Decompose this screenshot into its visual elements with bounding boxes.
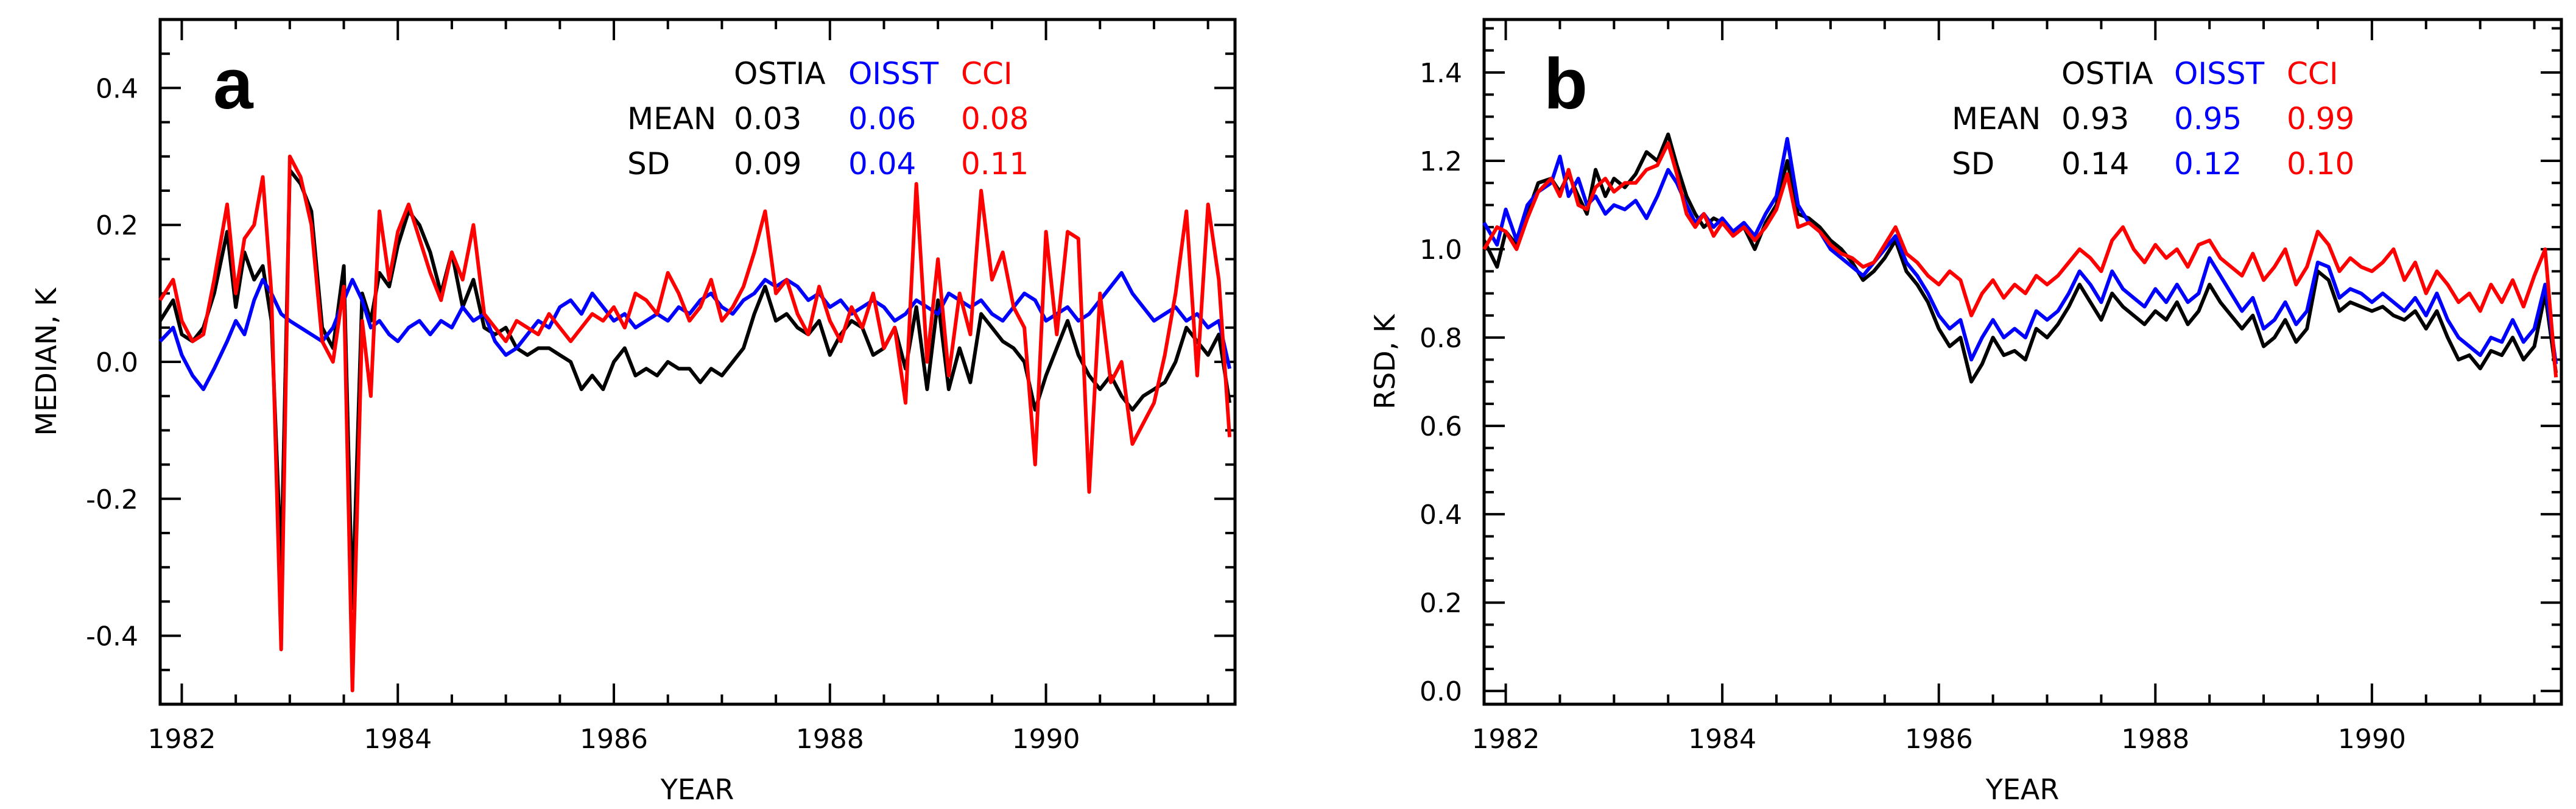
stats-mean-oisst: 0.95 bbox=[2174, 101, 2242, 136]
y-tick-label: 0.6 bbox=[1420, 411, 1462, 442]
axis-ticks bbox=[1484, 19, 2561, 704]
y-tick-label: 1.2 bbox=[1420, 146, 1462, 177]
y-tick-label: 1.0 bbox=[1420, 235, 1462, 266]
series-line-cci bbox=[158, 154, 1232, 693]
stats-header-oisst: OISST bbox=[2174, 56, 2265, 91]
stats-header-cci: CCI bbox=[2287, 56, 2338, 91]
stats-header-ostia: OSTIA bbox=[2061, 56, 2153, 91]
y-tick-label: 0.0 bbox=[1420, 676, 1462, 707]
x-axis-title: YEAR bbox=[660, 773, 734, 806]
x-tick-label: 1982 bbox=[1472, 724, 1540, 755]
stats-row-label-mean: MEAN bbox=[1952, 101, 2041, 136]
stats-legend: OSTIA OISST CCI MEAN 0.03 0.06 0.08 SD 0… bbox=[627, 56, 1029, 182]
panel-label: b bbox=[1544, 44, 1588, 124]
stats-mean-ostia: 0.93 bbox=[2061, 101, 2129, 136]
stats-mean-ostia: 0.03 bbox=[734, 101, 801, 136]
stats-mean-cci: 0.99 bbox=[2287, 101, 2354, 136]
x-tick-label: 1990 bbox=[2338, 724, 2406, 755]
x-tick-label: 1984 bbox=[364, 724, 432, 755]
y-axis-title: RSD, K bbox=[1368, 313, 1401, 409]
stats-header-ostia: OSTIA bbox=[734, 56, 826, 91]
panel-label: a bbox=[213, 44, 254, 124]
x-tick-label: 1986 bbox=[580, 724, 648, 755]
x-axis-title: YEAR bbox=[1985, 773, 2060, 806]
x-tick-label: 1990 bbox=[1012, 724, 1080, 755]
x-tick-label: 1988 bbox=[796, 724, 864, 755]
x-tick-label: 1988 bbox=[2121, 724, 2189, 755]
stats-sd-oisst: 0.04 bbox=[848, 146, 916, 182]
x-tick-label: 1986 bbox=[1905, 724, 1973, 755]
y-tick-label: 1.4 bbox=[1420, 58, 1462, 89]
y-tick-label: -0.4 bbox=[86, 621, 138, 652]
stats-sd-cci: 0.10 bbox=[2287, 146, 2354, 182]
stats-sd-oisst: 0.12 bbox=[2174, 146, 2242, 182]
x-tick-labels: 1982 1984 1986 1988 1990 bbox=[147, 724, 1080, 755]
panel-b: 1982 1984 1986 1988 1990 0.0 0.2 0.4 0.6… bbox=[1368, 18, 2563, 806]
stats-sd-ostia: 0.09 bbox=[734, 146, 801, 182]
plot-frame bbox=[1482, 18, 2563, 706]
x-tick-label: 1982 bbox=[147, 724, 216, 755]
stats-legend: OSTIA OISST CCI MEAN 0.93 0.95 0.99 SD 0… bbox=[1952, 56, 2354, 182]
stats-mean-cci: 0.08 bbox=[961, 101, 1029, 136]
x-tick-labels: 1982 1984 1986 1988 1990 bbox=[1472, 724, 2406, 755]
stats-header-cci: CCI bbox=[961, 56, 1013, 91]
stats-sd-cci: 0.11 bbox=[961, 146, 1029, 182]
y-tick-label: 0.8 bbox=[1420, 323, 1462, 354]
y-tick-labels: -0.4 -0.2 0.0 0.2 0.4 bbox=[86, 73, 138, 652]
x-tick-label: 1984 bbox=[1688, 724, 1756, 755]
y-axis-title: MEDIAN, K bbox=[30, 287, 63, 436]
series-lines bbox=[158, 154, 1232, 693]
series-lines bbox=[1482, 132, 2558, 384]
y-tick-label: 0.4 bbox=[1420, 500, 1462, 531]
stats-row-label-sd: SD bbox=[1952, 146, 1994, 182]
y-tick-label: 0.0 bbox=[96, 347, 138, 378]
series-line-cci bbox=[1482, 141, 2558, 378]
stats-mean-oisst: 0.06 bbox=[848, 101, 916, 136]
stats-sd-ostia: 0.14 bbox=[2061, 146, 2129, 182]
series-line-ostia bbox=[1482, 132, 2558, 384]
y-tick-label: 0.2 bbox=[1420, 588, 1462, 619]
y-tick-label: 0.4 bbox=[96, 73, 138, 104]
y-tick-labels: 0.0 0.2 0.4 0.6 0.8 1.0 1.2 1.4 bbox=[1420, 58, 1462, 707]
y-tick-label: 0.2 bbox=[96, 210, 138, 241]
series-line-oisst bbox=[1482, 136, 2558, 365]
y-tick-label: -0.2 bbox=[86, 484, 138, 515]
panel-a: 1982 1984 1986 1988 1990 -0.4 -0.2 0.0 0… bbox=[30, 18, 1237, 806]
axis-ticks bbox=[160, 18, 1235, 705]
stats-row-label-mean: MEAN bbox=[627, 101, 716, 136]
stats-row-label-sd: SD bbox=[627, 146, 670, 182]
series-line-ostia bbox=[158, 168, 1232, 610]
stats-header-oisst: OISST bbox=[848, 56, 939, 91]
